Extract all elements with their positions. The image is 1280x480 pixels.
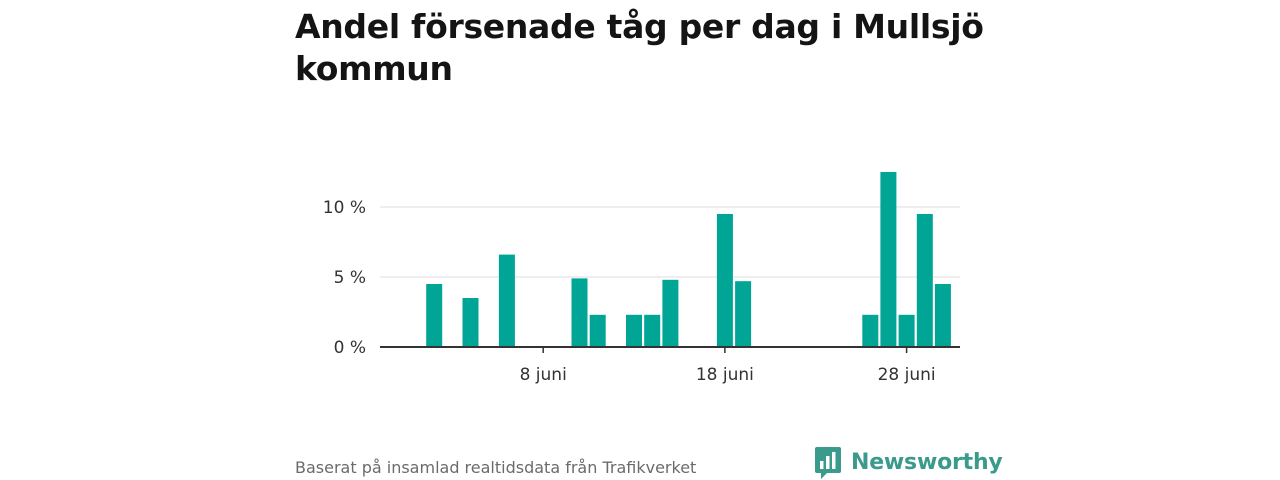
y-tick-label: 5 % (334, 268, 366, 288)
bar (862, 314, 879, 347)
bar (571, 278, 588, 347)
bar (589, 314, 606, 347)
bar (934, 284, 951, 347)
bars (426, 172, 951, 347)
bar (898, 314, 915, 347)
newsworthy-logo-icon (815, 447, 841, 479)
bar (644, 314, 661, 347)
brand: Newsworthy (814, 446, 1003, 480)
axes: 0 % 5 % 10 % 8 juni 18 juni 28 juni (323, 198, 960, 385)
y-tick-label: 0 % (334, 338, 366, 358)
bar (880, 172, 897, 347)
bar (716, 214, 733, 347)
bar (462, 298, 479, 347)
chart-title: Andel försenade tåg per dag i Mullsjö ko… (295, 7, 984, 88)
bar (735, 281, 752, 347)
bar (626, 314, 642, 347)
source-note: Baserat på insamlad realtidsdata från Tr… (295, 458, 697, 477)
x-tick-label: 8 juni (520, 365, 567, 385)
bar (498, 254, 515, 347)
bar (916, 214, 933, 347)
bar (426, 284, 443, 347)
bar (662, 279, 679, 347)
x-tick-label: 18 juni (696, 365, 754, 385)
x-tick-label: 28 juni (878, 365, 936, 385)
y-tick-label: 10 % (323, 198, 366, 218)
brand-name: Newsworthy (851, 450, 1003, 475)
gridlines (380, 206, 960, 278)
